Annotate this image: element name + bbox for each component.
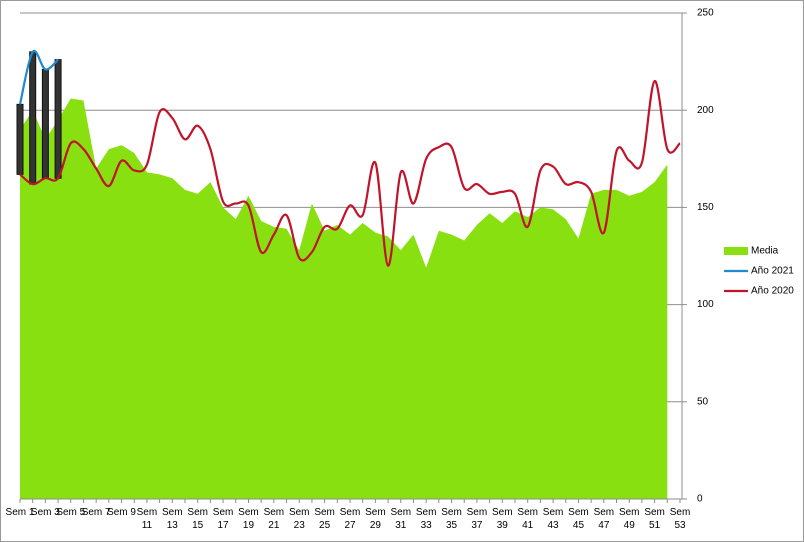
x-tick-label: Sem 11 <box>136 507 158 531</box>
area <box>20 98 668 499</box>
x-tick-label: Sem 15 <box>187 507 208 531</box>
x-tick-label: Sem 49 <box>618 507 640 531</box>
x-tick-label: Sem 53 <box>669 507 691 531</box>
up-down-bar <box>29 51 37 185</box>
x-tick-label: Sem 37 <box>466 507 488 531</box>
y-tick-label: 200 <box>697 105 714 116</box>
up-down-bar <box>41 68 49 179</box>
x-tick-label: Sem 27 <box>339 507 361 531</box>
x-tick-label: Sem 21 <box>263 507 285 531</box>
y-tick-label: 0 <box>697 494 703 505</box>
x-tick-label: Sem 51 <box>644 507 665 531</box>
legend-label: Año 2020 <box>751 286 794 297</box>
line <box>18 49 59 105</box>
up-down-bar <box>54 59 62 179</box>
x-tick-label: Sem 9 <box>107 507 136 518</box>
y-tick-label: 250 <box>697 8 714 19</box>
x-tick-label: Sem 33 <box>415 507 437 531</box>
x-tick-label: Sem 41 <box>517 507 538 531</box>
x-tick-label: Sem 25 <box>314 507 335 531</box>
x-tick-label: Sem 35 <box>441 507 462 531</box>
x-tick-label: Sem 31 <box>390 507 412 531</box>
x-tick-label: Sem 39 <box>492 507 513 531</box>
legend-label: Año 2021 <box>751 266 794 277</box>
x-tick-label: Sem 47 <box>593 507 615 531</box>
x-tick-label: Sem 45 <box>568 507 589 531</box>
legend-swatch <box>724 247 748 255</box>
x-tick-label: Sem 17 <box>212 507 234 531</box>
x-tick-label: Sem 43 <box>542 507 564 531</box>
y-tick-label: 100 <box>697 299 714 310</box>
x-tick-label: Sem 7 <box>81 507 111 518</box>
x-tick-label: Sem 23 <box>288 507 310 531</box>
x-tick-label: Sem 5 <box>56 507 86 518</box>
x-tick-label: Sem 19 <box>238 507 259 531</box>
x-tick-label: Sem 1 <box>5 507 35 518</box>
line <box>19 79 681 267</box>
y-tick-label: 50 <box>697 396 709 407</box>
y-tick-label: 150 <box>697 202 714 213</box>
x-tick-label: Sem 29 <box>365 507 386 531</box>
x-tick-label: Sem 13 <box>162 507 183 531</box>
up-down-bar <box>16 103 24 175</box>
x-tick-label: Sem 3 <box>30 507 60 518</box>
legend-label: Media <box>751 246 779 257</box>
